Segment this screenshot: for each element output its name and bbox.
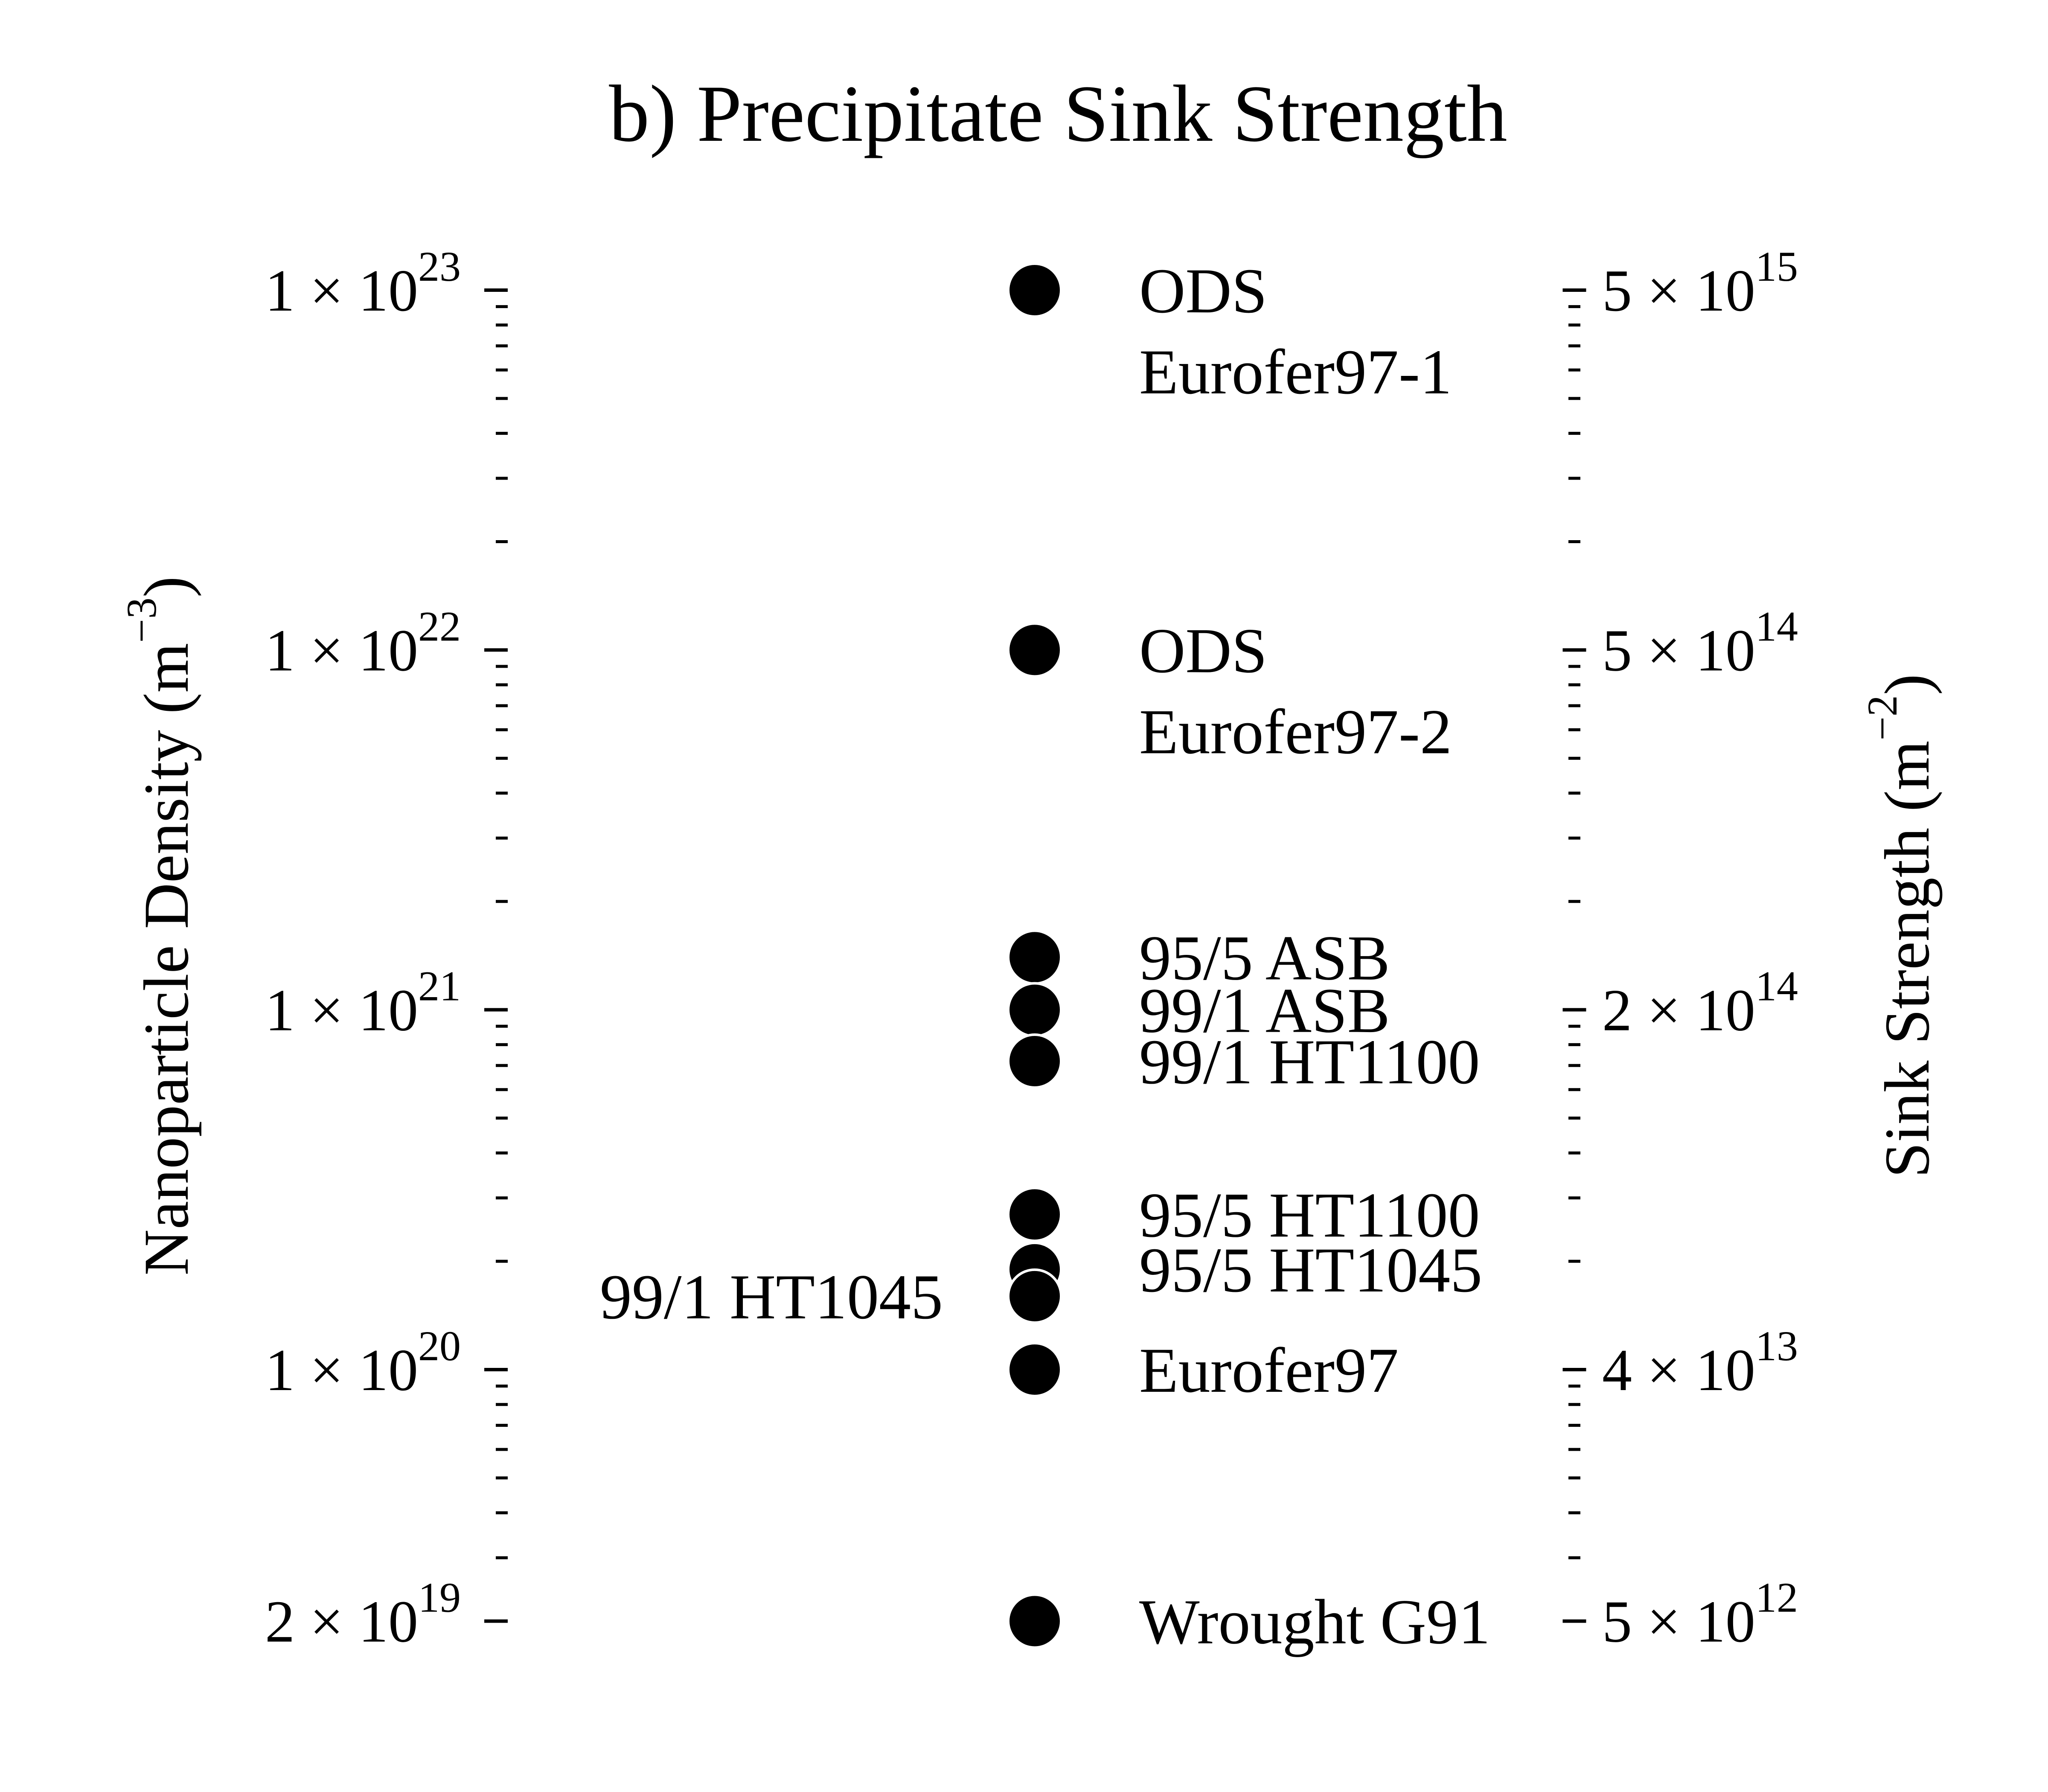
left-axis-ticks xyxy=(484,288,508,1623)
left-tick-label: 1 × 1023 xyxy=(265,243,461,324)
right-tick-label: 5 × 1014 xyxy=(1602,602,1798,684)
right-axis-label-main: Sink Strength (m xyxy=(1872,741,1943,1178)
data-point-label: ODS xyxy=(1139,256,1267,326)
data-point-label: 99/1 HT1100 xyxy=(1139,1027,1480,1097)
svg-text:Sink Strength (m−2): Sink Strength (m−2) xyxy=(1859,674,1943,1178)
data-point-label: Eurofer97-1 xyxy=(1139,337,1452,407)
data-point xyxy=(1007,1187,1062,1242)
data-points xyxy=(1007,262,1062,1649)
left-tick-label: 1 × 1021 xyxy=(265,963,461,1044)
left-tick-label: 1 × 1020 xyxy=(265,1322,461,1403)
data-point-label: Eurofer97-2 xyxy=(1139,696,1452,767)
svg-text:Nanoparticle Density (m−3): Nanoparticle Density (m−3) xyxy=(118,576,202,1275)
data-point xyxy=(1007,1268,1062,1324)
chart-title: b) Precipitate Sink Strength xyxy=(609,69,1507,159)
right-tick-label: 5 × 1012 xyxy=(1602,1574,1798,1655)
right-tick-label: 2 × 1014 xyxy=(1602,963,1798,1044)
right-axis-ticks xyxy=(1562,288,1586,1623)
left-axis-tick-labels: 1 × 1023 1 × 1022 1 × 1021 1 × 1020 2 × 1019 xyxy=(265,243,461,1655)
data-point xyxy=(1007,929,1062,985)
right-tick-label: 5 × 1015 xyxy=(1602,243,1798,324)
data-point xyxy=(1007,622,1062,678)
right-axis-tick-labels: 5 × 1015 5 × 1014 2 × 1014 4 × 1013 5 × 1012 xyxy=(1602,243,1798,1655)
data-point xyxy=(1007,982,1062,1038)
data-point-label: 95/5 HT1045 xyxy=(1139,1235,1482,1306)
data-point xyxy=(1007,262,1062,318)
data-point-label: 99/1 ASB xyxy=(1139,975,1390,1046)
left-tick-label: 2 × 1019 xyxy=(265,1574,461,1655)
data-point-label: 95/5 ASB xyxy=(1139,922,1390,993)
data-point xyxy=(1007,1593,1062,1649)
data-point xyxy=(1007,1033,1062,1089)
left-tick-label: 1 × 1022 xyxy=(265,602,461,684)
data-point-label: 99/1 HT1045 xyxy=(600,1262,943,1332)
left-axis-label-main: Nanoparticle Density (m xyxy=(131,643,202,1276)
right-tick-label: 4 × 1013 xyxy=(1602,1322,1798,1403)
data-point-label: Eurofer97 xyxy=(1139,1335,1399,1406)
data-point-label: 95/5 HT1100 xyxy=(1139,1180,1480,1251)
left-axis-label-exp: −3 xyxy=(118,597,165,643)
data-point-label: ODS xyxy=(1139,615,1267,686)
right-axis-label: Sink Strength (m−2) xyxy=(1859,674,1943,1178)
data-point xyxy=(1007,1342,1062,1397)
data-point-label: Wrought G91 xyxy=(1139,1586,1490,1657)
left-axis-label-close: ) xyxy=(131,576,202,597)
right-axis-label-close: ) xyxy=(1872,674,1943,695)
left-axis-label: Nanoparticle Density (m−3) xyxy=(118,576,202,1275)
right-axis-label-exp: −2 xyxy=(1859,695,1906,740)
